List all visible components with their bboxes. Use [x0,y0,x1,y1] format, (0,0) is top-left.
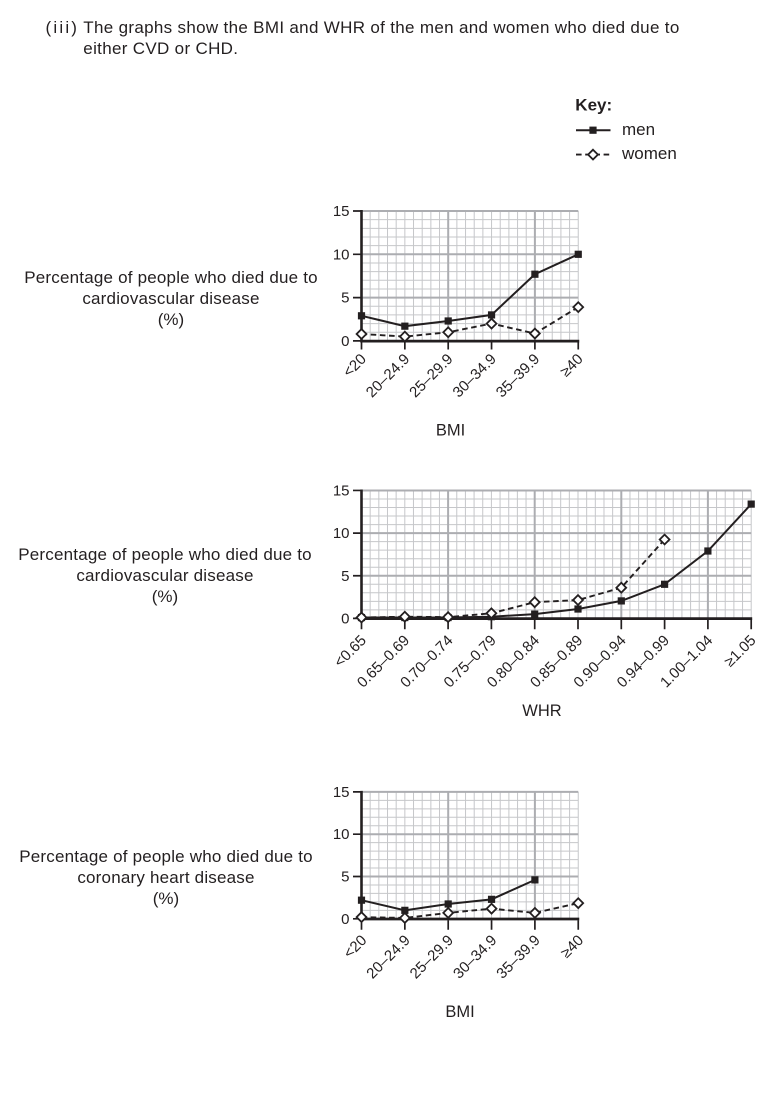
svg-text:30–34.9: 30–34.9 [450,351,500,401]
svg-text:BMI: BMI [436,421,465,439]
svg-text:cardiovascular disease: cardiovascular disease [76,566,253,585]
svg-text:WHR: WHR [522,702,561,720]
svg-text:men: men [622,120,655,139]
svg-text:≥1.05: ≥1.05 [721,632,759,670]
svg-text:Percentage of people who died: Percentage of people who died due to [19,847,313,866]
svg-text:(%): (%) [152,587,178,606]
svg-text:20–24.9: 20–24.9 [363,932,413,982]
svg-text:0: 0 [341,911,349,928]
svg-text:<0.65: <0.65 [331,632,370,671]
svg-text:Percentage of people who died: Percentage of people who died due to [24,268,318,287]
svg-text:<20: <20 [340,351,370,381]
svg-text:5: 5 [341,568,349,585]
svg-text:10: 10 [333,826,350,843]
svg-text:(iii): (iii) [46,18,80,37]
svg-text:Key:: Key: [575,96,612,115]
svg-text:10: 10 [333,525,350,542]
svg-text:cardiovascular disease: cardiovascular disease [82,289,259,308]
svg-text:20–24.9: 20–24.9 [363,351,413,401]
svg-text:0: 0 [341,610,349,627]
svg-text:5: 5 [341,869,349,886]
svg-text:≥40: ≥40 [557,351,587,381]
svg-text:0: 0 [341,333,349,350]
svg-text:30–34.9: 30–34.9 [450,932,500,982]
svg-text:15: 15 [333,482,350,499]
svg-text:coronary heart disease: coronary heart disease [77,868,254,887]
svg-text:BMI: BMI [445,1003,474,1021]
svg-text:25–29.9: 25–29.9 [406,351,456,401]
svg-text:<20: <20 [340,932,370,962]
svg-text:35–39.9: 35–39.9 [493,932,543,982]
svg-text:either CVD or CHD.: either CVD or CHD. [83,39,238,58]
svg-text:15: 15 [333,203,350,220]
svg-text:women: women [621,144,677,163]
svg-text:The graphs show the BMI and WH: The graphs show the BMI and WHR of the m… [83,18,679,37]
svg-text:(%): (%) [153,889,179,908]
svg-text:(%): (%) [158,310,184,329]
svg-text:Percentage of people who died: Percentage of people who died due to [18,545,312,564]
svg-text:5: 5 [341,290,349,307]
svg-text:≥40: ≥40 [557,932,587,962]
svg-text:25–29.9: 25–29.9 [407,932,457,982]
svg-text:15: 15 [333,784,350,801]
svg-text:35–39.9: 35–39.9 [493,351,543,401]
svg-text:10: 10 [333,246,350,263]
